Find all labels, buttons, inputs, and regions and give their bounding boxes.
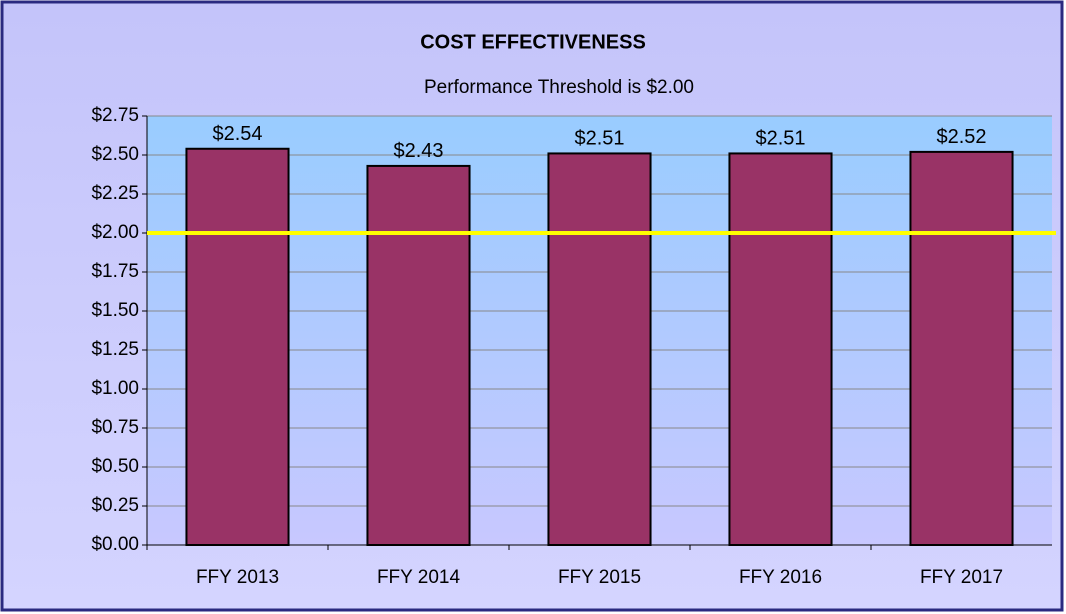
- x-tick-label: FFY 2013: [196, 567, 279, 588]
- bar: [366, 164, 471, 546]
- bar: [909, 150, 1014, 546]
- y-tick-label: $0.25: [91, 495, 139, 516]
- y-tick-label: $2.50: [91, 144, 139, 165]
- y-tick-label: $2.25: [91, 183, 139, 204]
- y-tick-label: $1.25: [91, 339, 139, 360]
- y-tick-label: $1.50: [91, 300, 139, 321]
- x-tick-label: FFY 2017: [920, 567, 1003, 588]
- bar: [728, 152, 833, 546]
- y-tick-label: $0.75: [91, 417, 139, 438]
- x-tick-label: FFY 2016: [739, 567, 822, 588]
- y-tick-label: $2.75: [91, 105, 139, 126]
- y-tick-label: $0.00: [91, 534, 139, 555]
- chart-title: COST EFFECTIVENESS: [420, 31, 646, 53]
- x-tick-label: FFY 2015: [558, 567, 641, 588]
- value-label: $2.54: [212, 123, 262, 145]
- y-tick-label: $1.75: [91, 261, 139, 282]
- y-tick-label: $2.00: [91, 222, 139, 243]
- y-tick-label: $1.00: [91, 378, 139, 399]
- x-tick-label: FFY 2014: [377, 567, 461, 588]
- chart-subtitle: Performance Threshold is $2.00: [424, 77, 694, 98]
- value-label: $2.51: [574, 128, 624, 150]
- y-tick-label: $0.50: [91, 456, 139, 477]
- bar: [185, 147, 290, 546]
- value-label: $2.52: [936, 126, 986, 148]
- bar: [547, 152, 652, 546]
- value-label: $2.43: [393, 140, 443, 162]
- value-label: $2.51: [755, 128, 805, 150]
